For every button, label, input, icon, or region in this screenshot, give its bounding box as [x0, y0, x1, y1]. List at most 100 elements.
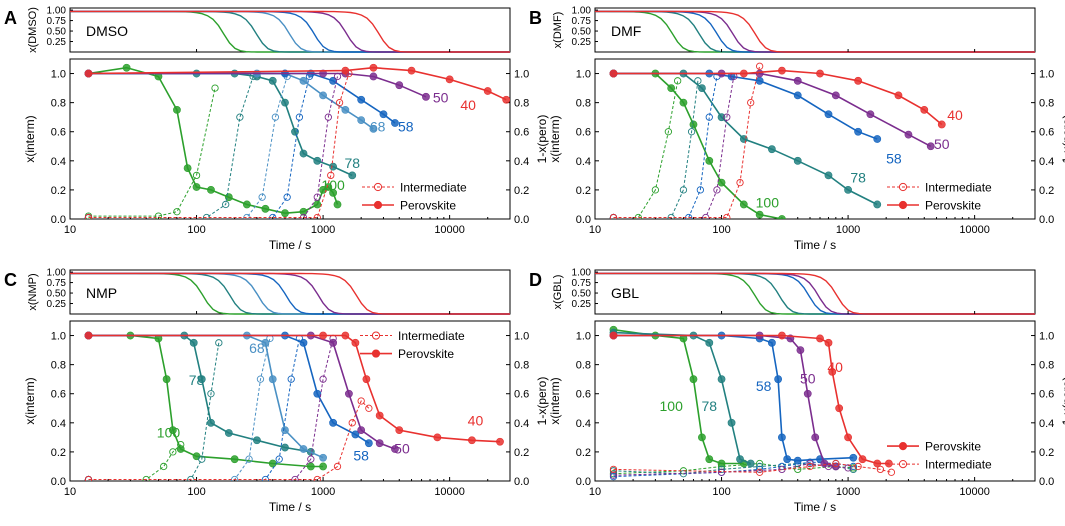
perovskite-point-100	[679, 98, 688, 107]
x-tick-label: 10000	[434, 224, 465, 236]
intermediate-point-100	[160, 462, 168, 471]
y2-tick-label: 1.0	[514, 331, 529, 343]
intermediate-point-40	[736, 178, 744, 187]
perovskite-point-40	[894, 91, 903, 100]
top-y-tick-label: 0.50	[47, 27, 67, 38]
panel-b: B 0.250.500.751.00 x(DMF) DMF 10 100 1000 10000…	[529, 6, 1065, 252]
y2-axis-label: 1-x(pero)	[535, 115, 549, 164]
y-tick-label: 0.0	[576, 214, 591, 226]
solvent-curve-40	[595, 272, 1035, 315]
perovskite-point-100	[705, 156, 714, 165]
temp-label-40: 40	[827, 359, 843, 375]
panel-letter: D	[529, 270, 542, 290]
y-tick-label: 0.0	[576, 476, 591, 488]
temp-label-50: 50	[800, 371, 816, 387]
top-y-tick-label: 0.75	[572, 278, 592, 289]
perovskite-point-40	[778, 331, 786, 340]
y-tick-label: 1.0	[576, 331, 591, 343]
perovskite-point-100	[281, 209, 289, 218]
top-y-tick-label: 1.00	[572, 268, 592, 279]
top-y-tick-label: 0.50	[47, 289, 67, 300]
intermediate-point-50	[313, 193, 321, 201]
perovskite-line-78	[613, 72, 878, 206]
intermediate-point-68	[256, 375, 265, 383]
y2-tick-label: 0.4	[514, 418, 529, 430]
solvent-name: DMSO	[86, 23, 128, 39]
perovskite-point-78	[253, 436, 261, 445]
panel-d: D 0.250.500.751.00 x(GBL) GBL 10 100 1000 10000…	[529, 268, 1065, 514]
perovskite-point-100	[667, 84, 676, 92]
perovskite-point-100	[306, 462, 315, 471]
perovskite-point-78	[767, 145, 776, 154]
perovskite-point-58	[364, 439, 373, 448]
perovskite-point-68	[319, 91, 327, 100]
intermediate-point-50	[324, 113, 332, 121]
perovskite-point-50	[811, 433, 820, 442]
intermediate-line-78	[88, 342, 220, 480]
intermediate-point-100	[173, 208, 181, 216]
intermediate-point-100	[651, 186, 660, 194]
top-y-tick-label: 0.50	[572, 289, 592, 300]
perovskite-point-58	[774, 375, 783, 384]
perovskite-line-50	[88, 72, 427, 98]
perovskite-point-40	[407, 66, 416, 75]
solvent-name: NMP	[86, 285, 117, 301]
y-tick-label: 0.6	[576, 389, 591, 401]
perovskite-point-100	[319, 462, 327, 471]
perovskite-point-78	[291, 127, 299, 136]
x-tick-label: 10	[64, 486, 76, 498]
perovskite-point-58	[793, 456, 802, 465]
perovskite-point-78	[873, 200, 882, 209]
legend: Perovskite Intermediate	[887, 440, 992, 472]
temp-label-50: 50	[433, 90, 449, 106]
perovskite-point-58	[873, 135, 882, 143]
legend-label-intermediate: Intermediate	[398, 329, 465, 343]
perovskite-point-78	[717, 375, 726, 384]
intermediate-point-40	[887, 468, 896, 476]
perovskite-point-50	[831, 91, 840, 100]
y2-tick-label: 0.8	[514, 98, 529, 110]
perovskite-point-50	[395, 81, 404, 90]
intermediate-point-68	[245, 455, 253, 463]
main-axis-frame	[594, 58, 1036, 220]
perovskite-point-100	[168, 426, 177, 434]
perovskite-point-100	[333, 200, 342, 209]
temp-label-68: 68	[249, 340, 265, 356]
intermediate-line-40	[613, 66, 761, 218]
perovskite-point-68	[357, 116, 366, 124]
perovskite-point-100	[207, 186, 215, 194]
x-axis-label: Time / s	[269, 238, 311, 252]
intermediate-point-40	[357, 397, 365, 405]
y2-tick-label: 1.0	[1039, 69, 1054, 81]
intermediate-point-58	[849, 462, 857, 471]
legend-label-perovskite: Perovskite	[925, 199, 981, 213]
intermediate-point-40	[84, 213, 93, 219]
intermediate-point-58	[287, 375, 295, 383]
temp-label-58: 58	[398, 119, 414, 135]
y-axis-label: x(interm)	[548, 115, 562, 162]
perovskite-point-40	[824, 338, 833, 347]
perovskite-point-100	[778, 215, 786, 219]
perovskite-point-100	[689, 120, 698, 129]
perovskite-point-100	[739, 200, 748, 209]
x-tick-label: 1000	[836, 486, 860, 498]
intermediate-point-78	[687, 128, 696, 136]
legend-label-perovskite: Perovskite	[925, 440, 981, 454]
perovskite-point-68	[299, 76, 308, 85]
perovskite-point-78	[824, 171, 833, 180]
perovskite-point-50	[904, 130, 913, 139]
intermediate-point-50	[609, 471, 618, 479]
temp-label-100: 100	[756, 194, 780, 210]
temp-label-100: 100	[157, 424, 181, 440]
top-y-tick-label: 0.25	[47, 37, 67, 48]
plot-area	[84, 331, 504, 481]
perovskite-point-78	[736, 455, 744, 464]
perovskite-point-40	[609, 331, 618, 340]
perovskite-point-40	[739, 69, 748, 78]
perovskite-point-100	[705, 455, 714, 464]
solvent-name: DMF	[611, 23, 641, 39]
y-axis-label: x(interm)	[548, 377, 562, 424]
perovskite-point-68	[268, 375, 277, 384]
perovskite-point-100	[173, 106, 181, 114]
x-tick-label: 1000	[836, 224, 860, 236]
